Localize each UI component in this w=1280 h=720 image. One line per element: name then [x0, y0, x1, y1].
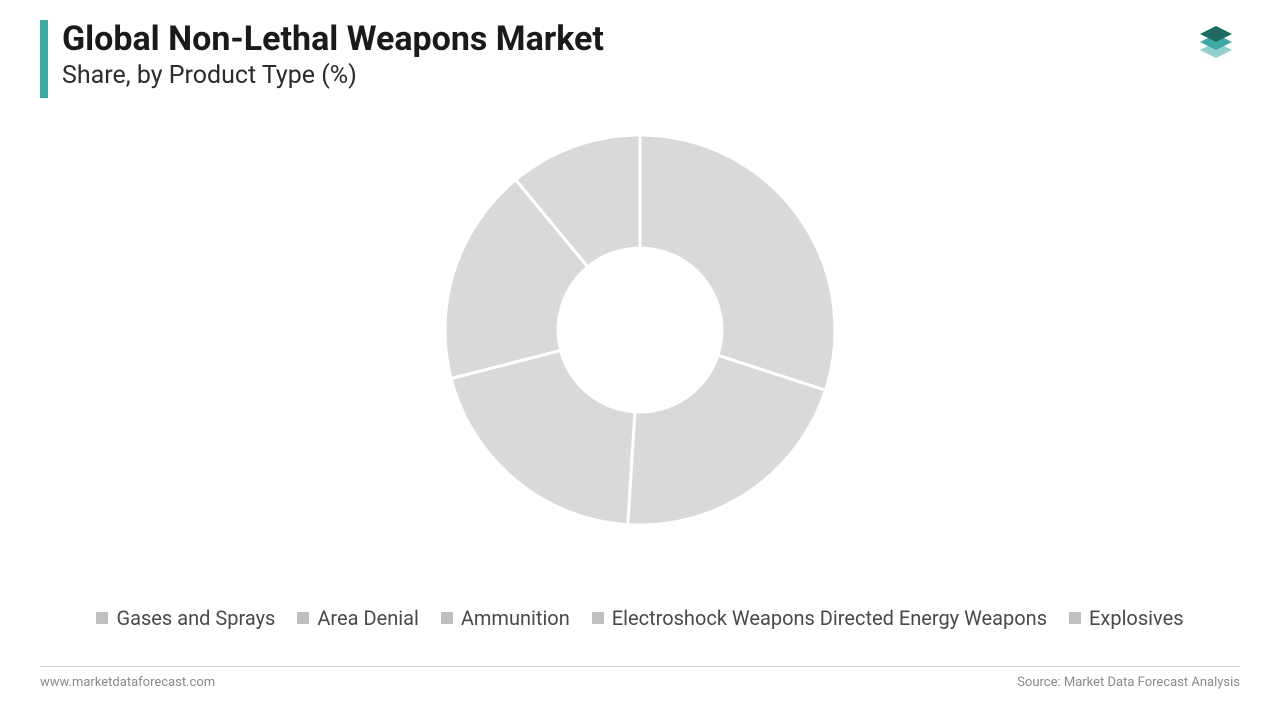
legend-swatch — [441, 612, 453, 624]
legend-item: Area Denial — [297, 606, 418, 630]
footer: www.marketdataforecast.com Source: Marke… — [40, 666, 1240, 690]
donut-chart — [440, 130, 840, 530]
stack-icon — [1192, 18, 1240, 66]
legend-item: Explosives — [1069, 606, 1183, 630]
legend-label: Gases and Sprays — [116, 606, 275, 630]
legend-item: Electroshock Weapons Directed Energy Wea… — [592, 606, 1047, 630]
legend-label: Area Denial — [317, 606, 418, 630]
legend-swatch — [592, 612, 604, 624]
footer-divider — [40, 666, 1240, 667]
footer-source: Source: Market Data Forecast Analysis — [1017, 675, 1240, 690]
donut-slice — [451, 350, 635, 524]
legend-item: Ammunition — [441, 606, 570, 630]
legend-item: Gases and Sprays — [96, 606, 275, 630]
page-title: Global Non-Lethal Weapons Market — [62, 20, 1240, 59]
header: Global Non-Lethal Weapons Market Share, … — [40, 20, 1240, 98]
legend-swatch — [297, 612, 309, 624]
legend: Gases and Sprays Area Denial Ammunition Ele… — [0, 606, 1280, 630]
legend-label: Explosives — [1089, 606, 1183, 630]
donut-slice — [628, 355, 826, 525]
donut-slice — [640, 135, 835, 390]
legend-label: Ammunition — [461, 606, 570, 630]
footer-row: www.marketdataforecast.com Source: Marke… — [40, 675, 1240, 690]
legend-swatch — [96, 612, 108, 624]
accent-bar — [40, 20, 48, 98]
footer-url: www.marketdataforecast.com — [40, 675, 215, 690]
legend-swatch — [1069, 612, 1081, 624]
page-subtitle: Share, by Product Type (%) — [62, 61, 1240, 90]
chart-container — [0, 130, 1280, 530]
legend-label: Electroshock Weapons Directed Energy Wea… — [612, 606, 1047, 630]
title-block: Global Non-Lethal Weapons Market Share, … — [62, 20, 1240, 90]
brand-logo — [1192, 18, 1240, 66]
